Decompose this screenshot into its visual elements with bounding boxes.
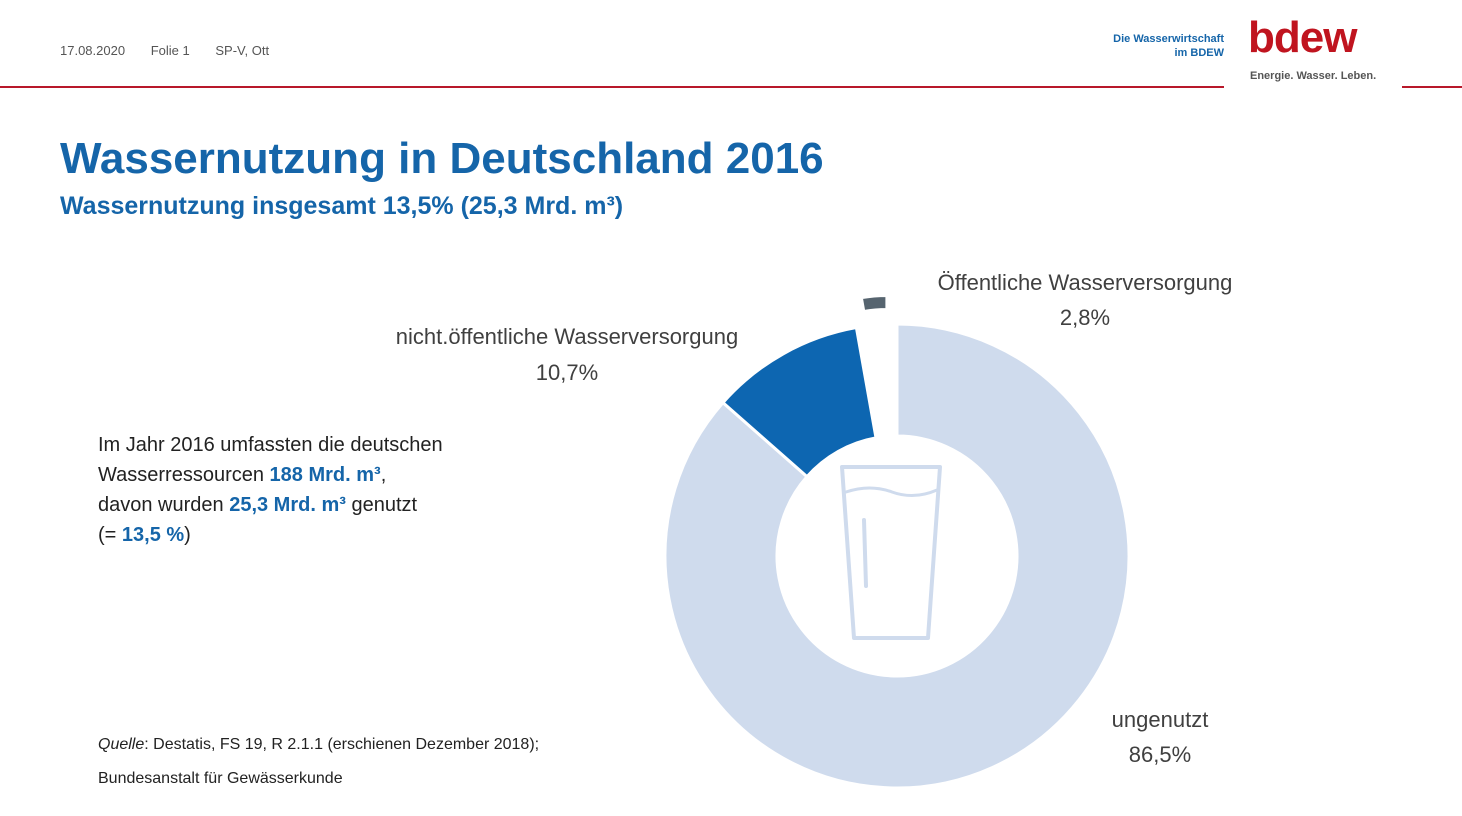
donut-slices: [663, 293, 1131, 790]
logo-tagline: Energie. Wasser. Leben.: [1250, 70, 1377, 82]
body-text: Im Jahr 2016 umfassten die deutschen Was…: [98, 430, 443, 550]
body-line2-suffix: ,: [380, 464, 387, 486]
source-line1: Quelle: Destatis, FS 19, R 2.1.1 (erschi…: [98, 728, 539, 762]
header-date: 17.08.2020: [60, 43, 126, 58]
value-private-supply: 10,7%: [536, 360, 598, 385]
label-public-supply: Öffentliche Wasserversorgung: [938, 270, 1233, 295]
body-line3-prefix: davon wurden: [98, 494, 230, 516]
label-unused: ungenutzt: [1112, 707, 1209, 732]
water-glass-icon: [840, 465, 942, 640]
bdew-logo: bdew: [1248, 13, 1357, 62]
body-line4: (= 13,5 %): [98, 520, 443, 550]
brand-line2: im BDEW: [1174, 47, 1225, 59]
header-slide: Folie 1: [150, 43, 190, 58]
body-line4-suffix: ): [184, 524, 191, 546]
brand-line1: Die Wasserwirtschaft: [1113, 33, 1224, 45]
source-text1: : Destatis, FS 19, R 2.1.1 (erschienen D…: [144, 736, 540, 753]
page-title: Wassernutzung in Deutschland 2016: [60, 134, 824, 183]
share-value: 13,5 %: [121, 524, 185, 546]
slice-labels: ungenutzt 86,5% nicht.öffentliche Wasserve…: [396, 270, 1233, 767]
header-meta: 17.08.2020 Folie 1 SP-V, Ott: [60, 43, 291, 58]
value-public-supply: 2,8%: [1060, 305, 1110, 330]
source-line2: Bundesanstalt für Gewässerkunde: [98, 770, 343, 787]
used-value: 25,3 Mrd. m³: [229, 494, 346, 516]
body-line3-suffix: genutzt: [345, 494, 418, 516]
header-author: SP-V, Ott: [215, 43, 270, 58]
slice-public-supply: [859, 293, 889, 314]
label-private-supply: nicht.öffentliche Wasserversorgung: [396, 324, 738, 349]
header-rule: [0, 86, 1224, 88]
slice-unused: [663, 322, 1131, 790]
header-rule-right: [1402, 86, 1462, 88]
source-note: Quelle: Destatis, FS 19, R 2.1.1 (erschi…: [98, 728, 539, 796]
body-line2-prefix: Wasserressourcen: [98, 464, 270, 486]
body-line2: Wasserressourcen 188 Mrd. m³,: [98, 460, 443, 490]
brand-subtitle: Die Wasserwirtschaft im BDEW: [1090, 32, 1224, 60]
body-line4-prefix: (=: [98, 524, 122, 546]
body-line1: Im Jahr 2016 umfassten die deutschen: [98, 434, 443, 456]
body-line3: davon wurden 25,3 Mrd. m³ genutzt: [98, 490, 443, 520]
resources-value: 188 Mrd. m³: [269, 464, 381, 486]
value-unused: 86,5%: [1129, 742, 1191, 767]
page-subtitle: Wassernutzung insgesamt 13,5% (25,3 Mrd.…: [60, 192, 624, 220]
slice-private-supply: [720, 325, 878, 479]
source-label: Quelle: [98, 736, 145, 753]
